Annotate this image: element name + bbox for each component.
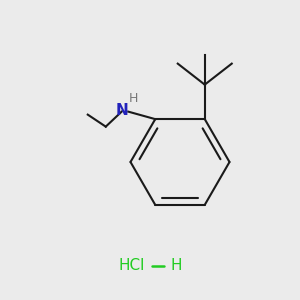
Text: HCl: HCl [119, 258, 145, 273]
Text: H: H [171, 258, 182, 273]
Text: N: N [115, 103, 128, 118]
Text: H: H [129, 92, 138, 105]
